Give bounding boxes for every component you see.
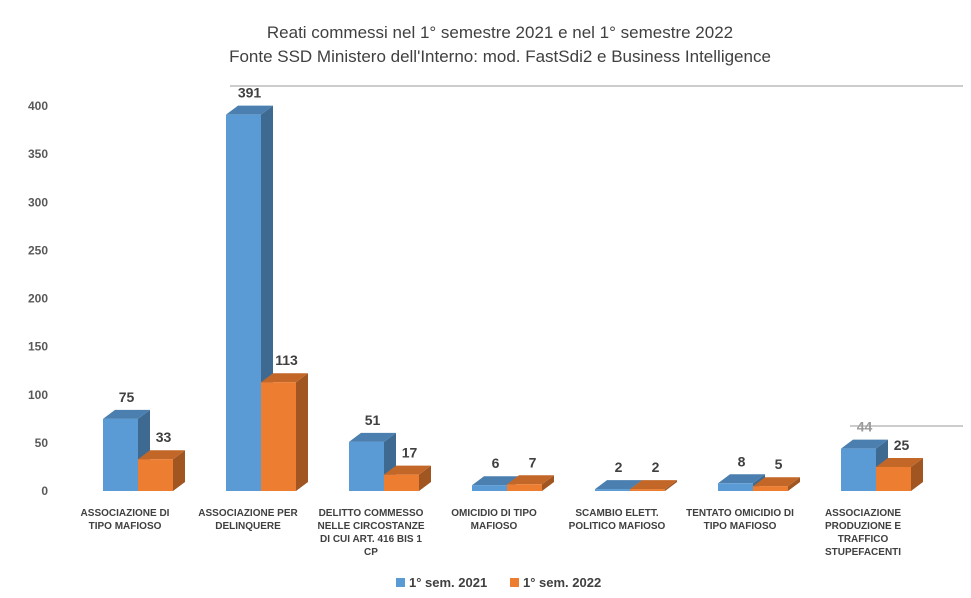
bar-front [226,115,261,491]
y-tick-label: 300 [28,195,48,209]
legend: 1° sem. 2021 1° sem. 2022 [396,575,601,590]
data-label: 44 [857,419,873,435]
category-label: SCAMBIO ELETT. POLITICO MAFIOSO [569,508,666,532]
y-tick-label: 400 [28,99,48,113]
data-label: 33 [156,429,172,445]
bar-front [841,449,876,491]
legend-swatch [396,578,405,587]
y-axis: 0 50 100 150 200 250 300 350 400 [28,99,48,498]
y-tick-label: 200 [28,292,48,306]
bar-front [384,475,419,491]
category-label: TENTATO OMICIDIO DI TIPO MAFIOSO [686,508,794,532]
data-label: 6 [492,455,500,471]
category-label: ASSOCIAZIONE PER DELINQUERE [198,508,298,532]
chart-subtitle: Fonte SSD Ministero dell'Interno: mod. F… [229,47,771,66]
bar-2022 [876,458,923,491]
category-label: OMICIDIO DI TIPO MAFIOSO [451,508,537,532]
legend-label: 1° sem. 2022 [523,575,601,590]
bar-front [753,486,788,491]
data-label: 391 [238,85,262,101]
chart-title: Reati commessi nel 1° semestre 2021 e ne… [267,23,733,42]
data-label: 2 [652,459,660,475]
data-label: 17 [402,445,418,461]
bar-front [138,459,173,491]
bar-front [472,485,507,491]
data-label: 113 [275,352,298,368]
bar-front [876,467,911,491]
y-tick-label: 150 [28,340,48,354]
data-label: 75 [119,389,135,405]
category-label: DELITTO COMMESSO NELLE CIRCOSTANZE DI CUI … [317,508,424,558]
y-tick-label: 100 [28,388,48,402]
data-label: 7 [529,454,537,470]
legend-label: 1° sem. 2021 [409,575,487,590]
data-label: 8 [738,453,746,469]
y-tick-label: 0 [41,484,48,498]
y-tick-label: 50 [35,436,49,450]
legend-swatch [510,578,519,587]
bar-front [349,442,384,491]
bar-front [507,484,542,491]
bar-2022 [138,450,185,491]
data-label: 2 [615,459,623,475]
bar-2022 [384,466,431,491]
bar-front [630,489,665,491]
y-tick-label: 250 [28,243,48,257]
data-label: 5 [775,456,783,472]
bars [103,106,923,491]
bar-front [718,483,753,491]
data-label: 25 [894,437,910,453]
bar-front [595,489,630,491]
bar-side [296,373,308,491]
bar-front [261,382,296,491]
bar-2022 [261,373,308,491]
bar-front [103,419,138,491]
y-tick-label: 350 [28,147,48,161]
data-label: 51 [365,412,381,428]
category-label: ASSOCIAZIONE PRODUZIONE E TRAFFICO STUPEFAC… [825,508,901,558]
category-labels: ASSOCIAZIONE DI TIPO MAFIOSO ASSOCIAZIONE … [81,508,902,558]
category-label: ASSOCIAZIONE DI TIPO MAFIOSO [81,508,170,532]
